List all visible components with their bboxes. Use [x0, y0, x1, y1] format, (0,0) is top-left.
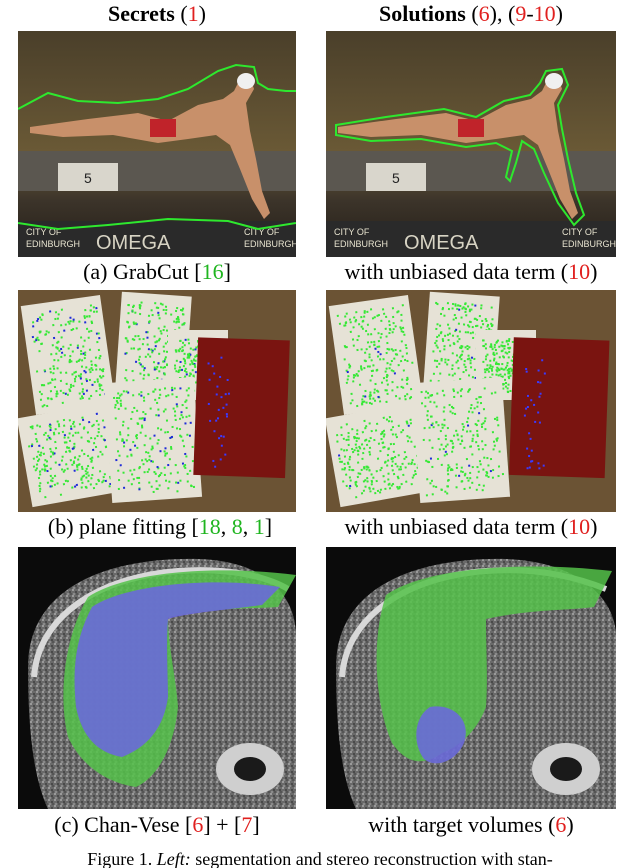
- svg-text:CITY OF: CITY OF: [244, 227, 280, 237]
- swimmer-grabcut-image: 5 CITY OF EDINBURGH OMEGA CITY OF EDINBU…: [18, 31, 296, 257]
- ref-link[interactable]: 18: [198, 514, 221, 539]
- plane-unbiased-image: [326, 290, 616, 512]
- swimmer-unbiased-image: 5 CITY OF EDINBURGH OMEGA CITY OF EDINBU…: [326, 31, 616, 257]
- ref-link[interactable]: 8: [231, 514, 243, 539]
- ref-link[interactable]: 6: [192, 812, 204, 837]
- svg-text:EDINBURGH: EDINBURGH: [334, 239, 388, 249]
- sign-city: CITY OF: [26, 227, 62, 237]
- target-volumes-ct-image: [326, 547, 616, 809]
- lane-number: 5: [84, 170, 92, 186]
- caption-grabcut: (a) GrabCut [16]: [83, 259, 231, 284]
- caption-unbiased-2: with unbiased data term (10): [344, 514, 598, 539]
- svg-text:5: 5: [392, 170, 400, 186]
- svg-text:EDINBURGH: EDINBURGH: [562, 239, 616, 249]
- chan-vese-ct-image: [18, 547, 296, 809]
- caption-chan-vese: (c) Chan-Vese [6] + [7]: [54, 812, 260, 837]
- ref-link[interactable]: 1: [253, 514, 265, 539]
- ref-link[interactable]: 10: [533, 1, 556, 26]
- svg-text:OMEGA: OMEGA: [404, 232, 479, 254]
- ref-link[interactable]: 10: [568, 514, 591, 539]
- header-secrets-title: Secrets: [108, 1, 175, 26]
- caption-plane-fitting: (b) plane fitting [18, 8, 1]: [47, 514, 273, 539]
- header-solutions-title: Solutions: [379, 1, 466, 26]
- ref-link[interactable]: 6: [478, 1, 490, 26]
- header-solutions: Solutions (6), (9-10): [379, 1, 563, 26]
- ref-link[interactable]: 1: [187, 1, 199, 26]
- svg-text:CITY OF: CITY OF: [562, 227, 598, 237]
- caption-unbiased-1: with unbiased data term (10): [344, 259, 598, 284]
- svg-text:CITY OF: CITY OF: [334, 227, 370, 237]
- sign-omega: OMEGA: [96, 232, 171, 254]
- plane-fitting-image: [18, 290, 296, 512]
- ref-link[interactable]: 9: [515, 1, 527, 26]
- svg-text:EDINBURGH: EDINBURGH: [244, 239, 296, 249]
- ref-link[interactable]: 10: [568, 259, 591, 284]
- ref-link[interactable]: 16: [201, 259, 224, 284]
- sign-edinburgh: EDINBURGH: [26, 239, 80, 249]
- header-secrets: Secrets (1): [108, 1, 206, 26]
- caption-target-volumes: with target volumes (6): [368, 812, 574, 837]
- figure-caption: Figure 1. Left: segmentation and stereo …: [87, 850, 553, 868]
- ref-link[interactable]: 6: [555, 812, 567, 837]
- ref-link[interactable]: 7: [241, 812, 253, 837]
